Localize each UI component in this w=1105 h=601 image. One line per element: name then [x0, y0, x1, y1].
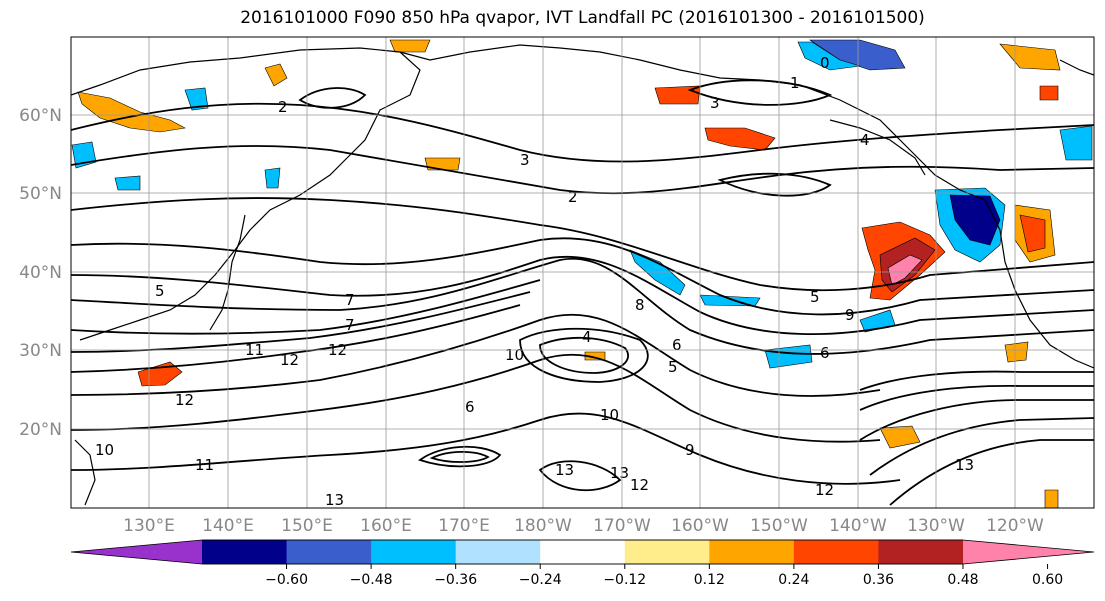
colorbar-box: [624, 540, 710, 564]
contour-label: 0: [820, 54, 830, 72]
colorbar-tick-label: −0.12: [603, 572, 646, 588]
colorbar-box: [793, 540, 879, 564]
colorbar-tick-label: 0.36: [863, 572, 894, 588]
lat-label: 60°N: [19, 106, 62, 126]
colorbar-tick-label: −0.24: [519, 572, 562, 588]
contour-labels: 2 3 4 1 0 3 2 5 7 8 6 4 5 6 9 12 10 12 1…: [95, 54, 974, 509]
contour-label: 7: [345, 316, 355, 334]
contour-label: 10: [95, 441, 114, 459]
longitude-labels: 130°E 140°E 150°E 160°E 170°E 180°W 170°…: [123, 516, 1044, 536]
lon-label: 130°E: [123, 516, 175, 536]
contour-label: 12: [280, 351, 299, 369]
colorbar-tick-label: 0.24: [778, 572, 809, 588]
contour-label: 13: [955, 456, 974, 474]
colorbar-extend-low: [71, 540, 202, 564]
contour-label: 8: [635, 296, 645, 314]
contour-label: 3: [710, 94, 720, 112]
contour-label: 12: [630, 476, 649, 494]
lon-label: 130°W: [907, 516, 965, 536]
map-title: 2016101000 F090 850 hPa qvapor, IVT Land…: [240, 8, 925, 28]
colorbar-extend-high: [963, 540, 1094, 564]
colorbar-tick-label: 0.12: [694, 572, 725, 588]
colorbar-box: [709, 540, 795, 564]
colorbar: −0.60 −0.48 −0.36 −0.24 −0.12 0.12 0.24 0.36 0.4…: [70, 539, 1095, 588]
lon-label: 150°W: [750, 516, 808, 536]
contour-label: 13: [325, 491, 344, 509]
colorbar-box: [202, 540, 288, 564]
contour-label: 7: [345, 291, 355, 309]
contour-label: 4: [860, 131, 870, 149]
lon-label: 180°W: [514, 516, 572, 536]
lon-label: 160°W: [671, 516, 729, 536]
colorbar-box: [455, 540, 541, 564]
contour-label: 6: [820, 344, 830, 362]
colorbar-box: [286, 540, 372, 564]
colorbar-box: [540, 540, 626, 564]
lon-label: 170°E: [438, 516, 490, 536]
contour-label: 5: [810, 288, 820, 306]
shaded-anomaly-field: [71, 39, 1093, 508]
contour-label: 5: [155, 282, 165, 300]
contour-label: 2: [568, 188, 578, 206]
contour-label: 9: [685, 441, 695, 459]
contour-label: 12: [175, 391, 194, 409]
contour-label: 3: [520, 151, 530, 169]
colorbar-tick-label: −0.36: [434, 572, 477, 588]
contour-label: 9: [845, 306, 855, 324]
contour-label: 13: [555, 461, 574, 479]
lon-label: 170°W: [593, 516, 651, 536]
latitude-labels: 60°N 50°N 40°N 30°N 20°N: [19, 106, 62, 440]
lat-label: 50°N: [19, 184, 62, 204]
contour-label: 12: [815, 481, 834, 499]
lon-label: 160°E: [360, 516, 412, 536]
contour-label: 10: [600, 406, 619, 424]
lon-label: 150°E: [281, 516, 333, 536]
contour-label: 1: [790, 74, 800, 92]
colorbar-tick-label: −0.60: [265, 572, 308, 588]
colorbar-tick-label: 0.60: [1032, 572, 1063, 588]
colorbar-box: [371, 540, 457, 564]
contour-label: 4: [582, 328, 592, 346]
contour-label: 11: [195, 456, 214, 474]
lat-label: 20°N: [19, 420, 62, 440]
colorbar-tick-label: 0.48: [947, 572, 978, 588]
contour-label: 13: [610, 464, 629, 482]
lon-label: 140°E: [202, 516, 254, 536]
ivt-contours: [71, 79, 1094, 506]
lon-label: 140°W: [829, 516, 887, 536]
colorbar-tick-label: −0.48: [350, 572, 393, 588]
contour-label: 2: [278, 98, 288, 116]
lat-label: 30°N: [19, 341, 62, 361]
contour-label: 5: [668, 358, 678, 376]
contour-label: 6: [672, 336, 682, 354]
lat-label: 40°N: [19, 263, 62, 283]
contour-label: 6: [465, 398, 475, 416]
colorbar-box: [878, 540, 964, 564]
graticule: [71, 37, 1094, 508]
contour-label: 10: [505, 346, 524, 364]
lon-label: 120°W: [986, 516, 1044, 536]
